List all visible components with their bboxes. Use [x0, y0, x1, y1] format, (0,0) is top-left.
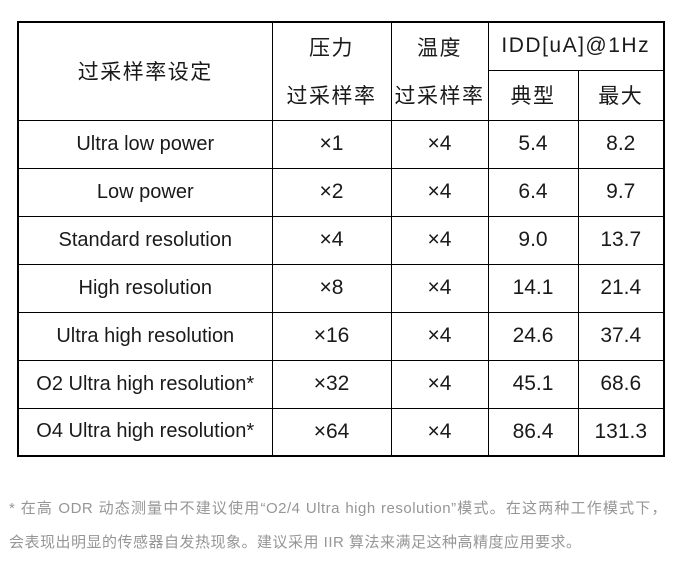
header-pressure-stack: 压力 过采样率: [273, 23, 390, 119]
cell-pressure-osr: ×2: [271, 167, 392, 217]
cell-pressure-osr: ×8: [271, 263, 392, 313]
cell-idd-max: 21.4: [577, 263, 665, 313]
header-pressure-oversampling: 压力 过采样率: [271, 21, 392, 121]
table-row-o4-ultra-high-resolution: O4 Ultra high resolution* ×64 ×4 86.4 13…: [17, 407, 665, 457]
cell-setting: O2 Ultra high resolution*: [17, 359, 273, 409]
cell-pressure-osr: ×4: [271, 215, 392, 265]
header-max: 最大: [577, 69, 665, 121]
footnote-line-1: * 在高 ODR 动态测量中不建议使用“O2/4 Ultra high reso…: [9, 500, 667, 517]
cell-idd-typical: 6.4: [487, 167, 579, 217]
cell-pressure-osr: ×32: [271, 359, 392, 409]
cell-idd-max: 13.7: [577, 215, 665, 265]
cell-setting: Ultra low power: [17, 119, 273, 169]
cell-pressure-osr: ×64: [271, 407, 392, 457]
cell-idd-max: 8.2: [577, 119, 665, 169]
cell-idd-max: 9.7: [577, 167, 665, 217]
cell-setting: Ultra high resolution: [17, 311, 273, 361]
footnote-line-2: 会表现出明显的传感器自发热现象。建议采用 IIR 算法来满足这种高精度应用要求。: [9, 534, 582, 551]
cell-idd-typical: 45.1: [487, 359, 579, 409]
table-row-o2-ultra-high-resolution: O2 Ultra high resolution* ×32 ×4 45.1 68…: [17, 359, 665, 409]
header-idd-current: IDD[uA]@1Hz: [487, 21, 665, 71]
cell-temp-osr: ×4: [390, 167, 489, 217]
cell-temp-osr: ×4: [390, 359, 489, 409]
cell-idd-max: 37.4: [577, 311, 665, 361]
header-temperature-stack: 温度 过采样率: [392, 23, 487, 119]
cell-temp-osr: ×4: [390, 215, 489, 265]
cell-idd-typical: 14.1: [487, 263, 579, 313]
cell-idd-max: 131.3: [577, 407, 665, 457]
cell-idd-typical: 5.4: [487, 119, 579, 169]
footnote: * 在高 ODR 动态测量中不建议使用“O2/4 Ultra high reso…: [9, 492, 667, 560]
cell-setting: O4 Ultra high resolution*: [17, 407, 273, 457]
cell-temp-osr: ×4: [390, 263, 489, 313]
table-row-ultra-high-resolution: Ultra high resolution ×16 ×4 24.6 37.4: [17, 311, 665, 361]
header-pressure-line2: 过采样率: [286, 85, 377, 109]
cell-idd-typical: 24.6: [487, 311, 579, 361]
cell-setting: Low power: [17, 167, 273, 217]
cell-pressure-osr: ×16: [271, 311, 392, 361]
cell-pressure-osr: ×1: [271, 119, 392, 169]
cell-temp-osr: ×4: [390, 119, 489, 169]
table-row-low-power: Low power ×2 ×4 6.4 9.7: [17, 167, 665, 217]
cell-temp-osr: ×4: [390, 311, 489, 361]
header-pressure-line1: 压力: [309, 37, 354, 61]
table-row-standard-resolution: Standard resolution ×4 ×4 9.0 13.7: [17, 215, 665, 265]
header-temperature-line1: 温度: [417, 37, 462, 61]
cell-idd-max: 68.6: [577, 359, 665, 409]
cell-idd-typical: 86.4: [487, 407, 579, 457]
header-temperature-line2: 过采样率: [394, 85, 485, 109]
cell-idd-typical: 9.0: [487, 215, 579, 265]
cell-temp-osr: ×4: [390, 407, 489, 457]
table-row-high-resolution: High resolution ×8 ×4 14.1 21.4: [17, 263, 665, 313]
cell-setting: High resolution: [17, 263, 273, 313]
table-row-ultra-low-power: Ultra low power ×1 ×4 5.4 8.2: [17, 119, 665, 169]
oversampling-settings-table: 过采样率设定 压力 过采样率 温度 过采样率 IDD[uA]@1Hz 典型: [17, 21, 665, 457]
header-oversampling-setting: 过采样率设定: [17, 21, 273, 121]
header-temperature-oversampling: 温度 过采样率: [390, 21, 489, 121]
table-header-row-1: 过采样率设定 压力 过采样率 温度 过采样率 IDD[uA]@1Hz: [17, 21, 665, 121]
cell-setting: Standard resolution: [17, 215, 273, 265]
header-typical: 典型: [487, 69, 579, 121]
table-header-row-2: 典型 最大: [18, 69, 665, 121]
